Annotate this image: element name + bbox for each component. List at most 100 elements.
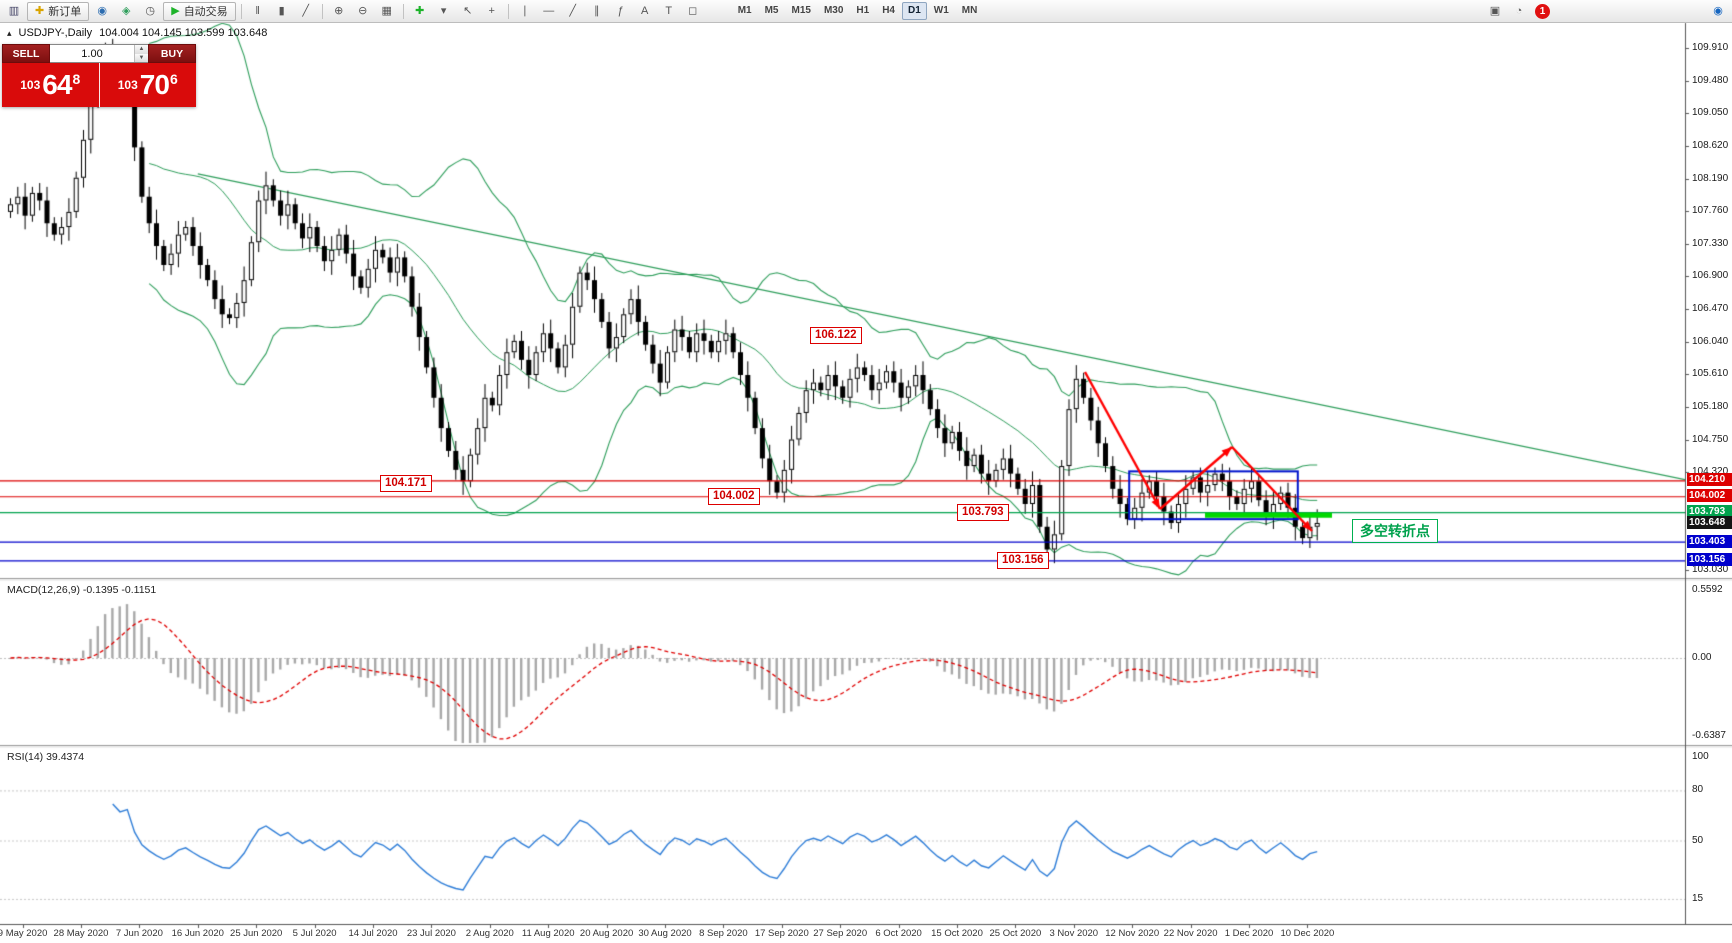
sell-price-display[interactable]: 103 64 8 bbox=[2, 63, 99, 107]
zoom-out-icon[interactable]: ⊖ bbox=[358, 4, 368, 17]
price-level-badge: 103.403 bbox=[1687, 534, 1732, 548]
trendline-icon[interactable]: ╱ bbox=[569, 4, 576, 17]
timeframe-w1-button[interactable]: W1 bbox=[933, 5, 949, 16]
price-axis-tick: 109.050 bbox=[1692, 107, 1729, 119]
timeframe-mn-button[interactable]: MN bbox=[961, 5, 978, 16]
sell-price-main: 64 bbox=[42, 69, 72, 100]
volume-spinner: ▲ ▼ bbox=[134, 45, 148, 62]
turning-point-annotation[interactable]: 多空转折点 bbox=[1352, 519, 1438, 543]
line-chart-icon[interactable]: ╱ bbox=[302, 4, 309, 17]
price-callout-label[interactable]: 103.793 bbox=[957, 504, 1009, 522]
date-axis-label: 8 Sep 2020 bbox=[699, 928, 748, 939]
horizontal-line-icon[interactable]: ― bbox=[543, 4, 555, 17]
crosshair-icon[interactable]: + bbox=[488, 4, 495, 17]
date-axis-label: 2 Aug 2020 bbox=[465, 928, 514, 939]
buy-price-pip: 6 bbox=[169, 71, 178, 87]
timeframe-h4-button[interactable]: H4 bbox=[882, 5, 895, 16]
price-axis-tick: 105.180 bbox=[1692, 400, 1729, 412]
auto-trading-button[interactable]: ▶ 自动交易 bbox=[163, 1, 236, 21]
sell-price-prefix: 103 bbox=[20, 78, 41, 92]
price-callout-label[interactable]: 103.156 bbox=[997, 552, 1049, 570]
timeframe-d1-button[interactable]: D1 bbox=[902, 2, 927, 20]
text-label-icon[interactable]: T bbox=[665, 4, 673, 17]
buy-button[interactable]: BUY bbox=[148, 44, 196, 63]
price-callout-label[interactable]: 106.122 bbox=[810, 327, 862, 345]
candlestick-chart-icon[interactable]: ▮ bbox=[278, 4, 285, 17]
zoom-in-icon[interactable]: ⊕ bbox=[334, 4, 344, 17]
date-axis-label: 30 Aug 2020 bbox=[638, 928, 692, 939]
price-level-badge: 103.648 bbox=[1687, 516, 1732, 530]
rsi-indicator-label: RSI(14) 39.4374 bbox=[7, 751, 85, 763]
price-axis-tick: 109.910 bbox=[1692, 42, 1729, 53]
date-axis-label: 20 Aug 2020 bbox=[579, 928, 634, 939]
price-callout-label[interactable]: 104.002 bbox=[708, 488, 760, 506]
macd-axis-tick: 0.5592 bbox=[1692, 584, 1723, 595]
volume-increase-button[interactable]: ▲ bbox=[135, 45, 148, 54]
text-icon[interactable]: A bbox=[641, 4, 649, 17]
chart-window-icon: ▴ bbox=[7, 28, 12, 38]
new-order-button[interactable]: ✚ 新订单 bbox=[27, 1, 90, 21]
price-axis-tick: 108.620 bbox=[1692, 139, 1729, 151]
buy-price-main: 70 bbox=[139, 69, 170, 100]
market-watch-icon[interactable]: ◉ bbox=[97, 4, 108, 17]
timeframe-m30-button[interactable]: M30 bbox=[823, 5, 844, 16]
chart-window-icon[interactable]: ▥ bbox=[8, 4, 20, 17]
date-axis-label: 23 Jul 2020 bbox=[406, 928, 456, 939]
history-center-icon[interactable]: ◷ bbox=[145, 4, 156, 17]
timeframe-m5-button[interactable]: M5 bbox=[764, 5, 779, 16]
price-axis-tick: 107.330 bbox=[1692, 237, 1729, 249]
volume-input[interactable] bbox=[50, 45, 134, 62]
buy-price-display[interactable]: 103 70 6 bbox=[100, 63, 197, 107]
toolbar-separator bbox=[402, 3, 404, 19]
date-axis-label: 9 May 2020 bbox=[0, 928, 48, 939]
community-icon[interactable]: ◉ bbox=[1713, 4, 1723, 17]
rsi-axis-tick: 80 bbox=[1692, 784, 1704, 796]
tile-windows-icon[interactable]: ▦ bbox=[381, 4, 392, 17]
macd-indicator-label: MACD(12,26,9) -0.1395 -0.1151 bbox=[7, 584, 157, 596]
bar-chart-icon[interactable]: ‖ bbox=[255, 4, 260, 17]
charts-layout-icon[interactable]: ▣ bbox=[1489, 4, 1501, 17]
price-axis-tick: 104.750 bbox=[1692, 433, 1729, 445]
timeframe-m15-button[interactable]: M15 bbox=[791, 5, 811, 16]
shapes-icon[interactable]: ◻ bbox=[688, 4, 698, 17]
date-axis-label: 7 Jun 2020 bbox=[115, 928, 163, 939]
date-axis-label: 28 May 2020 bbox=[53, 928, 109, 939]
price-axis-tick: 109.480 bbox=[1692, 74, 1729, 86]
price-axis-tick: 107.760 bbox=[1692, 205, 1729, 217]
macd-axis-tick: -0.6387 bbox=[1692, 729, 1726, 741]
data-window-icon[interactable]: ◈ bbox=[121, 4, 131, 17]
vertical-line-icon[interactable]: ∣ bbox=[521, 4, 528, 17]
fibonacci-icon[interactable]: ƒ bbox=[617, 4, 624, 17]
date-axis-label: 22 Nov 2020 bbox=[1163, 928, 1218, 939]
price-level-badge: 103.793 bbox=[1687, 505, 1732, 519]
price-callout-label[interactable]: 104.171 bbox=[380, 475, 432, 493]
volume-decrease-button[interactable]: ▼ bbox=[135, 53, 148, 62]
price-axis-tick: 106.900 bbox=[1692, 270, 1729, 282]
toolbar-separator bbox=[240, 3, 242, 19]
timeframe-m1-button[interactable]: M1 bbox=[737, 5, 752, 16]
date-axis-label: 27 Sep 2020 bbox=[813, 928, 868, 939]
date-axis-label: 16 Jun 2020 bbox=[171, 928, 224, 939]
price-level-badge: 103.156 bbox=[1687, 553, 1732, 567]
cursor-icon[interactable]: ↖ bbox=[463, 4, 473, 17]
trade-controls-row: SELL ▲ ▼ BUY bbox=[2, 44, 196, 63]
price-axis-tick: 106.470 bbox=[1692, 303, 1729, 314]
buy-price-prefix: 103 bbox=[117, 78, 138, 92]
notifications-badge[interactable]: 1 bbox=[1535, 3, 1550, 19]
main-toolbar: ▥ ✚ 新订单 ◉ ◈ ◷ ▶ 自动交易 ‖ ▮ ╱ ⊕ ⊖ ▦ ✚ ▾ ↖ + ∣ ― ╱ ∥ ƒ A T ◻ M1 M5 M15 M3… bbox=[0, 0, 1732, 23]
indicators-icon[interactable]: ✚ bbox=[415, 4, 425, 17]
timeframe-h1-button[interactable]: H1 bbox=[856, 5, 870, 16]
macd-axis-tick: 0.00 bbox=[1692, 652, 1712, 663]
indicators-dropdown-icon[interactable]: ▾ bbox=[440, 4, 447, 17]
alerts-icon[interactable]: ◔ bbox=[1515, 4, 1523, 17]
toolbar-separator bbox=[321, 3, 323, 19]
rsi-axis-tick: 100 bbox=[1692, 751, 1709, 762]
price-axis-tick: 106.040 bbox=[1692, 335, 1729, 347]
sell-button[interactable]: SELL bbox=[2, 44, 50, 63]
date-axis-label: 17 Sep 2020 bbox=[754, 928, 809, 939]
date-axis-label: 6 Oct 2020 bbox=[875, 928, 922, 939]
equidistant-channel-icon[interactable]: ∥ bbox=[593, 4, 600, 17]
